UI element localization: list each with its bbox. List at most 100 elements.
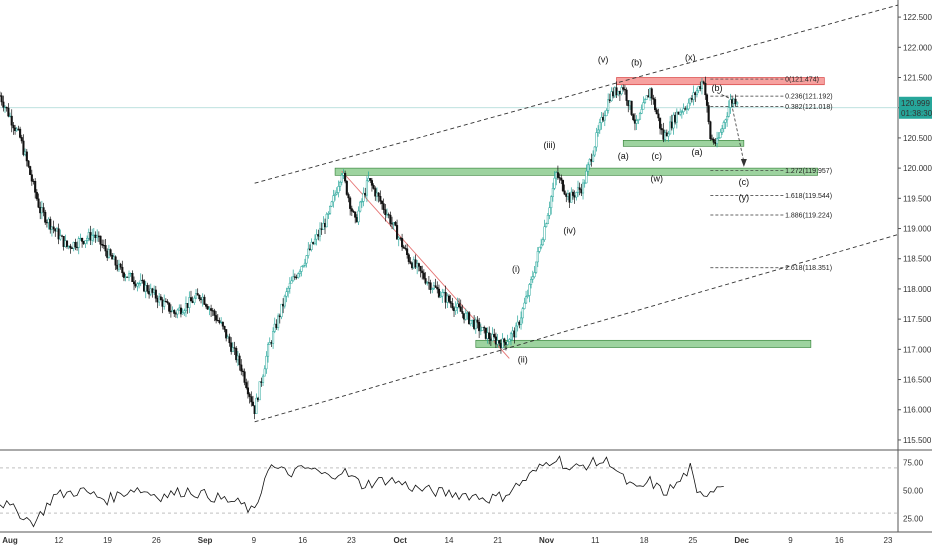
candle-body <box>339 181 342 187</box>
time-tick-label: 23 <box>884 536 893 545</box>
candle-body <box>694 92 697 96</box>
candle-body <box>424 278 427 284</box>
candle-body <box>452 307 456 312</box>
candle-body <box>541 239 544 246</box>
candle-body <box>94 234 97 238</box>
candle-body <box>602 117 605 121</box>
candle-body <box>96 235 99 238</box>
candle-body <box>407 254 410 262</box>
candle-body <box>379 195 382 202</box>
candle-body <box>476 319 479 323</box>
candle-body <box>416 263 419 268</box>
candle-body <box>213 310 216 316</box>
candle-body <box>317 234 320 237</box>
candle-body <box>575 192 578 198</box>
candle-body <box>126 276 129 278</box>
candle-body <box>288 282 291 289</box>
candle-body <box>345 180 348 195</box>
candle-body <box>208 308 211 310</box>
resistance-zone[interactable] <box>616 77 825 86</box>
candle-body <box>129 272 132 275</box>
candle-body <box>297 273 300 278</box>
candle-body <box>220 321 223 323</box>
candle-body <box>468 312 471 325</box>
candle-body <box>643 99 647 103</box>
candle-body <box>146 285 149 292</box>
candle-body <box>519 317 523 325</box>
candle-body <box>466 312 469 314</box>
candle-body <box>451 303 454 309</box>
candle-body <box>365 180 368 196</box>
candle-body <box>427 282 430 284</box>
candle-body <box>674 114 677 123</box>
candle-body <box>27 160 30 167</box>
candle-body <box>193 297 196 303</box>
candle-body <box>42 207 45 213</box>
time-tick-label: 12 <box>54 536 63 545</box>
channel-line[interactable] <box>254 4 899 184</box>
candle-body <box>72 242 75 249</box>
candle-body <box>189 297 193 302</box>
candle-body <box>65 240 69 247</box>
current-price-badge <box>899 96 932 119</box>
candle-body <box>426 282 429 284</box>
candle-body <box>555 172 558 179</box>
rsi-line <box>0 455 724 528</box>
candle-body <box>143 280 146 292</box>
candle-body <box>375 192 379 197</box>
candle-body <box>357 210 360 223</box>
candle-body <box>459 306 462 312</box>
correction-trendline[interactable] <box>341 170 510 359</box>
candle-body <box>714 142 717 144</box>
candle-body <box>625 89 628 101</box>
candle-body <box>318 228 322 237</box>
candle-body <box>486 332 489 339</box>
candle-body <box>124 276 127 278</box>
candle-body <box>178 307 181 311</box>
fib-level-label: 0.236(121.192) <box>785 94 832 101</box>
candle-body <box>493 333 496 338</box>
candle-body <box>392 222 395 225</box>
candle-body <box>260 381 263 383</box>
candle-body <box>464 312 467 320</box>
candle-body <box>654 99 657 111</box>
candle-body <box>652 97 655 100</box>
price-tick-label: 120.000 <box>903 164 932 173</box>
fib-level-label: 0(121.474) <box>785 77 819 84</box>
candle-body <box>434 285 437 288</box>
candle-body <box>241 370 244 373</box>
candle-body <box>494 336 497 345</box>
candle-body <box>5 106 8 109</box>
candle-body <box>630 100 633 115</box>
candle-body <box>463 313 466 320</box>
candle-body <box>89 232 92 241</box>
candle-body <box>246 387 250 395</box>
candle-body <box>82 241 85 244</box>
candle-body <box>627 100 630 107</box>
candle-body <box>722 122 725 129</box>
rsi-tick-label: 75.00 <box>903 458 924 467</box>
candle-body <box>362 192 365 202</box>
candle-body <box>406 248 409 255</box>
candle-body <box>272 331 275 344</box>
candle-body <box>107 249 110 258</box>
candle-body <box>623 89 626 91</box>
candle-body <box>648 88 652 98</box>
candle-body <box>47 218 50 223</box>
candle-body <box>122 272 126 278</box>
candle-body <box>183 310 186 314</box>
candle-body <box>370 180 373 186</box>
candle-body <box>287 288 290 292</box>
candle-body <box>77 238 80 248</box>
support-zone[interactable] <box>622 140 745 147</box>
candle-body <box>327 213 330 215</box>
candle-body <box>660 128 663 131</box>
support-zone[interactable] <box>475 339 812 348</box>
candle-body <box>595 132 598 148</box>
candle-body <box>255 397 258 414</box>
support-zone[interactable] <box>334 167 818 176</box>
candle-body <box>186 303 189 308</box>
candle-body <box>332 195 335 203</box>
candle-body <box>536 251 539 263</box>
